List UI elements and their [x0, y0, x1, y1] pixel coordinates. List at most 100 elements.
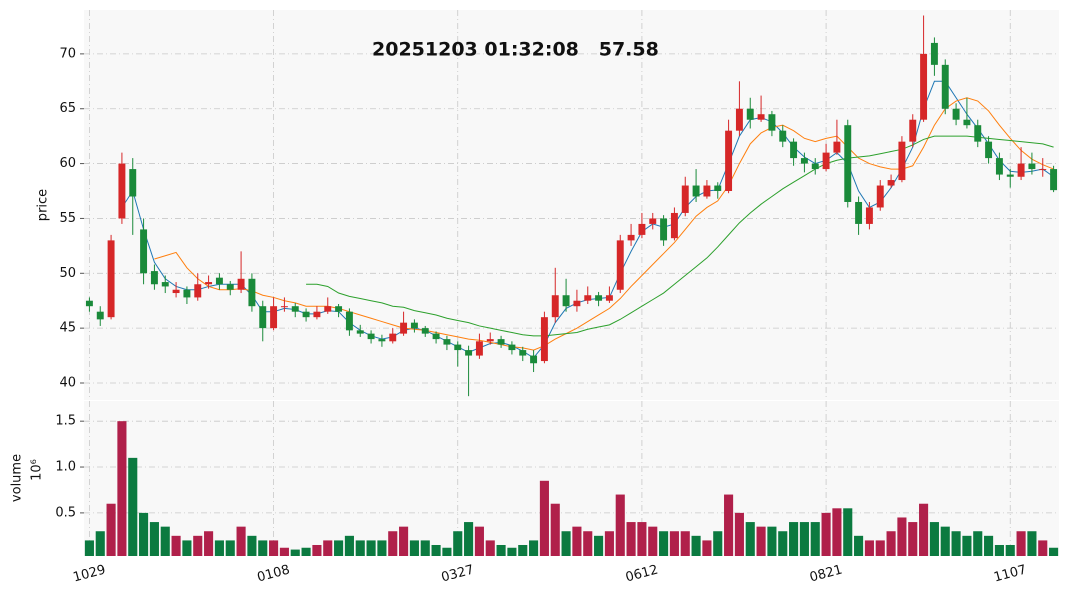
y-tick-label: 55	[59, 211, 76, 226]
candle-body	[161, 282, 169, 287]
volume-bar	[182, 540, 192, 556]
candle-body	[638, 223, 646, 235]
candle-body	[930, 42, 938, 65]
candle-body	[963, 119, 971, 126]
volume-bar	[756, 526, 766, 556]
candle-body	[681, 185, 689, 213]
candle-body	[215, 277, 223, 285]
volume-bar	[344, 535, 354, 556]
candle-body	[844, 125, 852, 202]
volume-bar	[583, 531, 593, 556]
candle-body	[1039, 169, 1047, 171]
volume-bar	[637, 522, 647, 556]
x-tick-label: 0108	[256, 562, 292, 585]
volume-bar	[875, 540, 885, 556]
volume-bar	[962, 535, 972, 556]
volume-bar	[128, 457, 138, 556]
candle-body	[898, 141, 906, 181]
volume-label: volume	[10, 454, 25, 502]
y-tick-label: 45	[59, 321, 76, 336]
candle-body	[475, 341, 483, 356]
volume-bar	[1027, 531, 1037, 556]
volume-bar	[258, 540, 268, 556]
candle-body	[660, 218, 668, 241]
volume-bar	[323, 540, 333, 556]
candle-body	[172, 289, 180, 294]
volume-bar	[290, 549, 300, 556]
candle-body	[248, 278, 256, 307]
candle-body	[389, 333, 397, 342]
volume-bar	[734, 512, 744, 556]
candle-body	[519, 350, 527, 356]
y-tick-label: 1.5	[55, 414, 76, 429]
candle-body	[790, 141, 798, 159]
volume-unit: 10⁶	[30, 459, 45, 481]
y-tick-label: 50	[59, 266, 76, 281]
candle-body	[584, 295, 592, 301]
volume-bar	[843, 508, 853, 556]
y-tick-label: 70	[59, 46, 76, 61]
candle-body	[562, 295, 570, 307]
volume-bar	[377, 540, 387, 556]
x-tick-label: 1107	[992, 562, 1028, 585]
volume-bar	[312, 544, 322, 556]
volume-bar	[821, 512, 831, 556]
candle-body	[356, 330, 364, 334]
volume-bar	[919, 503, 929, 556]
candle-body	[735, 108, 743, 131]
volume-bar	[529, 540, 539, 556]
candle-body	[941, 64, 949, 109]
candle-body	[465, 350, 473, 356]
candle-body	[400, 322, 408, 334]
candle-body	[226, 284, 234, 290]
volume-bar	[550, 503, 560, 556]
y-tick-label: 40	[59, 375, 76, 390]
volume-bar	[214, 540, 224, 556]
candle-body	[335, 306, 343, 312]
volume-bar	[301, 547, 311, 556]
candle-body	[725, 130, 733, 192]
volume-bar	[399, 526, 409, 556]
candle-body	[194, 284, 202, 298]
candle-body	[280, 306, 288, 308]
x-tick-label: 0612	[624, 562, 660, 585]
volume-bar	[832, 508, 842, 556]
y-tick-label: 0.5	[55, 505, 76, 520]
candle-body	[107, 240, 115, 318]
volume-bar	[420, 540, 430, 556]
volume-bar	[767, 526, 777, 556]
candle-body	[811, 163, 819, 170]
candle-body	[1028, 163, 1036, 170]
volume-bar	[442, 547, 452, 556]
candle-body	[313, 311, 321, 318]
candle-body	[302, 311, 310, 318]
volume-bar	[810, 522, 820, 556]
y-tick-label: 60	[59, 156, 76, 171]
candle-body	[909, 119, 917, 142]
price-label: price	[36, 189, 51, 221]
candle-body	[508, 344, 516, 351]
candle-body	[367, 333, 375, 340]
candle-body	[757, 114, 765, 120]
candle-body	[237, 278, 245, 290]
candle-body	[595, 295, 603, 301]
volume-bar	[778, 531, 788, 556]
candle-body	[443, 339, 451, 345]
volume-bar	[604, 531, 614, 556]
volume-bar	[854, 535, 864, 556]
volume-bar	[518, 544, 528, 556]
volume-bar	[669, 531, 679, 556]
volume-bar	[864, 540, 874, 556]
candle-body	[714, 185, 722, 192]
volume-bar	[659, 531, 669, 556]
candle-body	[410, 322, 418, 329]
volume-bar	[236, 526, 246, 556]
candle-body	[692, 185, 700, 197]
volume-bar	[973, 531, 983, 556]
volume-bar	[572, 526, 582, 556]
candle-body	[670, 212, 678, 239]
candle-body	[703, 185, 711, 197]
plot-layer: 40 45 50 55 60 65 70 0.5 1.0 1.5 1029 0108 0327 0612 0…	[55, 10, 1059, 586]
volume-bar	[702, 540, 712, 556]
candle-body	[205, 282, 213, 285]
